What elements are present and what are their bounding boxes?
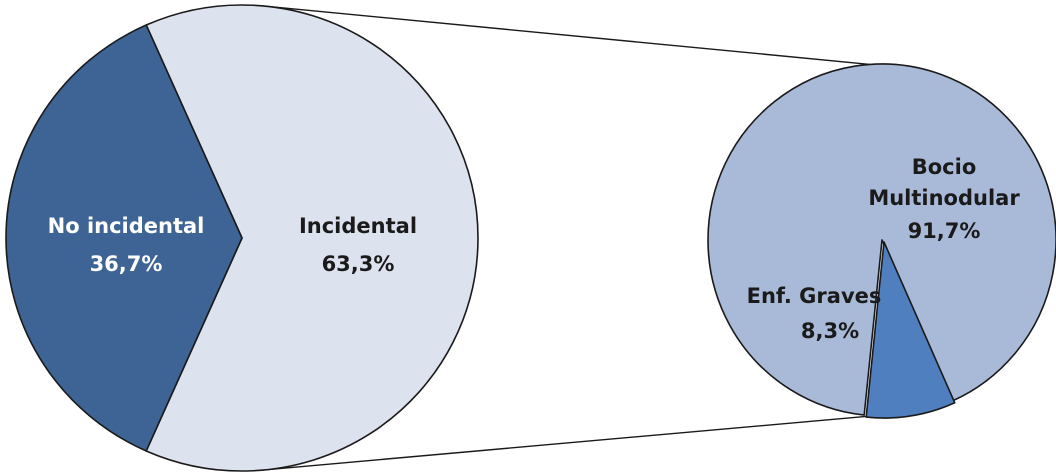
connector-lines	[258, 5, 873, 472]
pie-slice-incidental	[145, 4, 479, 472]
main-pie	[5, 4, 479, 472]
pie-slice-no-incidental	[5, 24, 243, 452]
label-incidental: Incidental	[299, 214, 417, 238]
label-no-incidental: No incidental	[48, 214, 205, 238]
pie-slice-bocio-multinodular	[707, 63, 1056, 416]
label-enf-graves: Enf. Graves	[747, 284, 882, 308]
connector-line-top	[262, 5, 870, 66]
secondary-pie	[707, 63, 1056, 419]
label-bocio-line1: Bocio	[912, 155, 977, 179]
connector-line-bottom	[258, 415, 873, 472]
value-incidental: 63,3%	[322, 252, 395, 276]
value-enf-graves: 8,3%	[801, 319, 859, 343]
label-bocio-line2: Multinodular	[868, 186, 1020, 210]
slice-labels: No incidental 36,7% Incidental 63,3% Boc…	[48, 155, 1021, 343]
value-bocio: 91,7%	[908, 219, 981, 243]
value-no-incidental: 36,7%	[90, 252, 163, 276]
pie-slice-enf-graves	[865, 241, 956, 419]
